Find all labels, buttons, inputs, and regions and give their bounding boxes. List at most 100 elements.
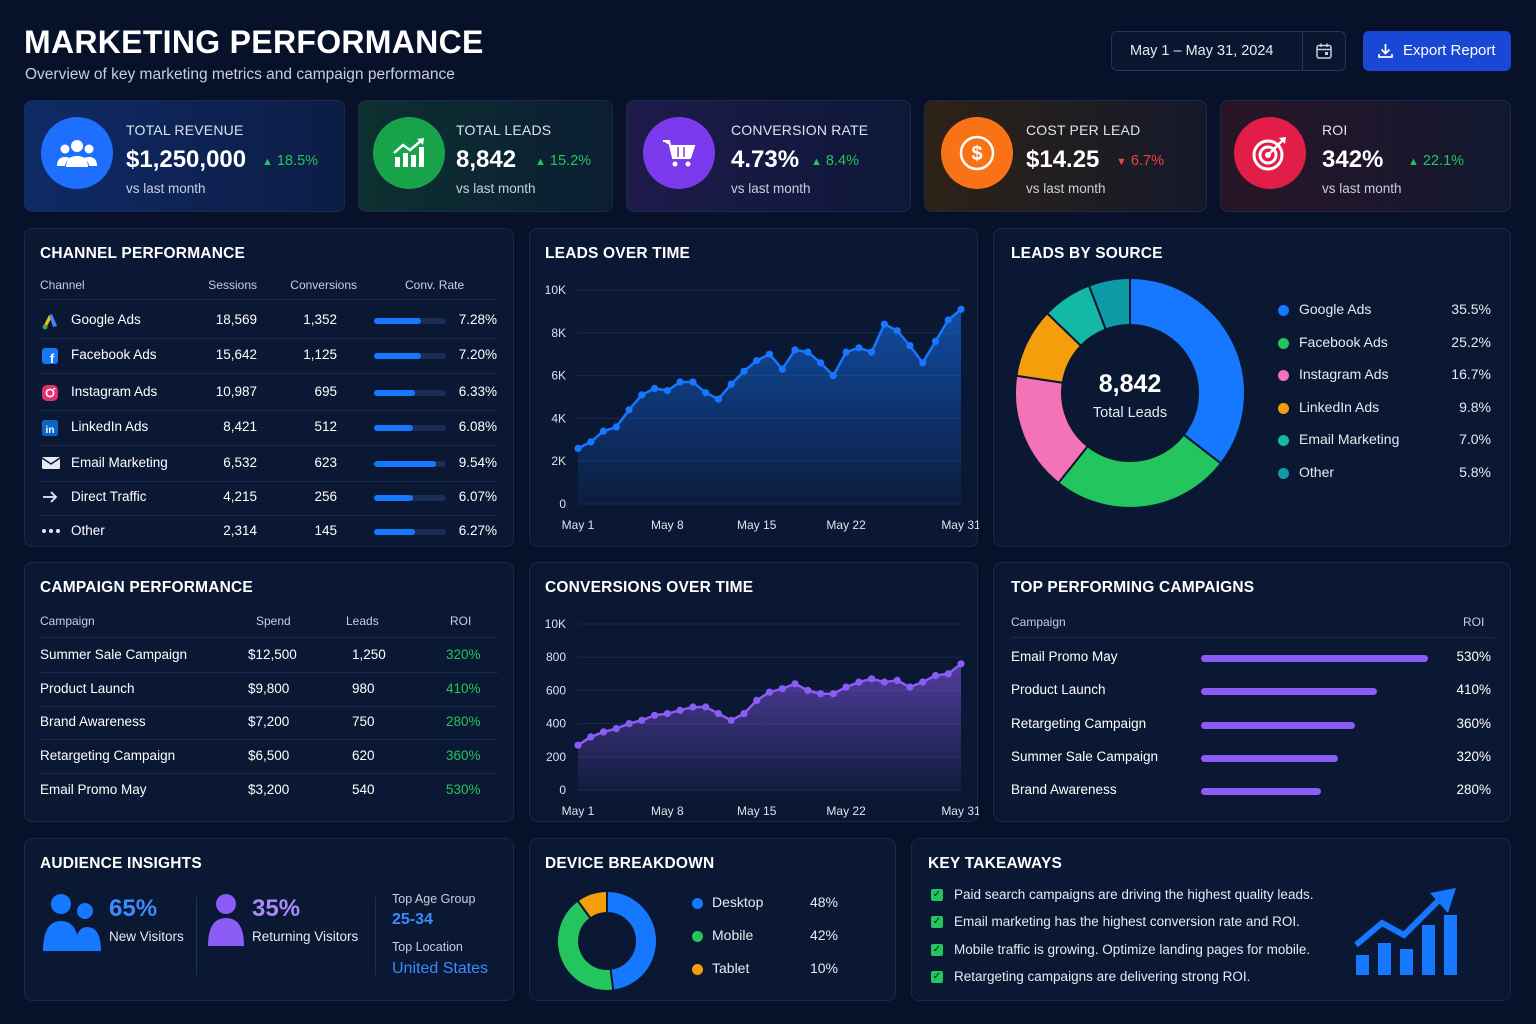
data-point[interactable] — [906, 342, 914, 350]
data-point[interactable] — [855, 344, 863, 352]
panel-title: AUDIENCE INSIGHTS — [40, 855, 202, 872]
data-point[interactable] — [638, 391, 646, 399]
data-point[interactable] — [855, 678, 863, 686]
data-point[interactable] — [612, 725, 620, 733]
data-point[interactable] — [727, 716, 735, 724]
data-point[interactable] — [625, 720, 633, 728]
data-point[interactable] — [676, 378, 684, 386]
data-point[interactable] — [765, 350, 774, 358]
donut-slice[interactable] — [1129, 276, 1246, 465]
data-point[interactable] — [612, 423, 620, 431]
table-row[interactable]: Retargeting Campaign $6,500 620 360% — [25, 748, 515, 781]
data-point[interactable] — [740, 367, 748, 375]
check-icon: ✓ — [931, 889, 943, 901]
table-row[interactable]: Google Ads 18,569 1,352 7.28% — [25, 305, 515, 339]
data-point[interactable] — [625, 406, 633, 414]
data-point[interactable] — [880, 678, 888, 686]
data-point[interactable] — [574, 444, 582, 452]
data-point[interactable] — [689, 378, 697, 386]
table-row[interactable]: Direct Traffic 4,215 256 6.07% — [25, 482, 515, 516]
data-point[interactable] — [804, 686, 812, 694]
data-point[interactable] — [753, 357, 761, 365]
data-point[interactable] — [638, 716, 646, 724]
donut-slice[interactable] — [606, 889, 658, 992]
data-point[interactable] — [957, 660, 965, 668]
legend-value: 7.0% — [1459, 431, 1491, 448]
list-item[interactable]: Product Launch 410% — [994, 682, 1512, 712]
check-icon: ✓ — [931, 943, 943, 956]
channel-sessions: 10,987 — [215, 384, 257, 399]
data-point[interactable] — [689, 703, 697, 711]
kpi-value: $1,250,000 — [126, 146, 247, 173]
data-point[interactable] — [919, 678, 927, 686]
table-row[interactable]: in LinkedIn Ads 8,421 512 6.08% — [25, 412, 515, 446]
data-point[interactable] — [676, 706, 684, 714]
data-point[interactable] — [804, 348, 812, 356]
data-point[interactable] — [587, 438, 595, 446]
list-item[interactable]: Brand Awareness 280% — [994, 782, 1512, 812]
data-point[interactable] — [893, 676, 901, 684]
table-row[interactable]: Email Promo May $3,200 540 530% — [25, 782, 515, 815]
calendar-icon[interactable] — [1315, 42, 1333, 60]
data-point[interactable] — [842, 683, 850, 691]
donut-slice[interactable] — [576, 889, 608, 920]
data-point[interactable] — [842, 348, 850, 356]
data-point[interactable] — [651, 384, 659, 392]
data-point[interactable] — [753, 696, 761, 704]
data-point[interactable] — [714, 710, 722, 718]
data-point[interactable] — [944, 670, 952, 678]
data-point[interactable] — [765, 688, 774, 696]
data-point[interactable] — [778, 365, 786, 373]
data-point[interactable] — [868, 348, 876, 356]
data-point[interactable] — [906, 683, 914, 691]
date-range-picker[interactable]: May 1 – May 31, 2024 — [1111, 31, 1346, 71]
data-point[interactable] — [663, 710, 671, 718]
data-point[interactable] — [791, 680, 799, 688]
data-point[interactable] — [599, 728, 608, 736]
table-row[interactable]: f Facebook Ads 15,642 1,125 7.20% — [25, 340, 515, 374]
export-report-button[interactable]: Export Report — [1363, 31, 1511, 71]
data-point[interactable] — [599, 427, 608, 435]
data-point[interactable] — [880, 320, 888, 328]
data-point[interactable] — [740, 710, 748, 718]
data-point[interactable] — [587, 733, 595, 741]
legend-label: Tablet — [712, 959, 750, 976]
data-point[interactable] — [702, 703, 710, 711]
data-point[interactable] — [727, 380, 735, 388]
data-point[interactable] — [829, 372, 837, 380]
data-point[interactable] — [957, 305, 965, 313]
x-tick-label: May 31 — [941, 804, 979, 818]
data-point[interactable] — [574, 741, 582, 749]
list-item[interactable]: Email Promo May 530% — [994, 649, 1512, 679]
data-point[interactable] — [817, 690, 825, 698]
table-row[interactable]: Email Marketing 6,532 623 9.54% — [25, 448, 515, 482]
data-point[interactable] — [931, 671, 940, 680]
table-row[interactable]: Other 2,314 145 6.27% — [25, 516, 515, 550]
table-row[interactable]: Instagram Ads 10,987 695 6.33% — [25, 377, 515, 411]
svg-text:in: in — [46, 425, 55, 436]
data-point[interactable] — [778, 685, 786, 693]
top-campaign-name: Email Promo May — [1011, 649, 1118, 664]
data-point[interactable] — [919, 359, 927, 367]
list-item[interactable]: Summer Sale Campaign 320% — [994, 749, 1512, 779]
data-point[interactable] — [702, 389, 710, 397]
data-point[interactable] — [817, 359, 825, 367]
data-point[interactable] — [868, 675, 876, 683]
data-point[interactable] — [944, 316, 952, 324]
donut-slice[interactable] — [1056, 433, 1223, 509]
data-point[interactable] — [791, 346, 799, 354]
data-point[interactable] — [651, 711, 659, 719]
col-header-roi: ROI — [1463, 615, 1485, 629]
data-point[interactable] — [663, 387, 671, 395]
donut-slice[interactable] — [556, 899, 615, 993]
list-item[interactable]: Retargeting Campaign 360% — [994, 716, 1512, 746]
table-row[interactable]: Brand Awareness $7,200 750 280% — [25, 714, 515, 747]
data-point[interactable] — [931, 337, 940, 345]
data-point[interactable] — [829, 690, 837, 698]
table-row[interactable]: Summer Sale Campaign $12,500 1,250 320% — [25, 647, 515, 680]
data-point[interactable] — [714, 395, 722, 403]
kpi-delta: ▲ 8.4% — [811, 153, 859, 169]
table-row[interactable]: Product Launch $9,800 980 410% — [25, 681, 515, 714]
donut-slice[interactable] — [1087, 276, 1131, 331]
data-point[interactable] — [893, 327, 901, 335]
